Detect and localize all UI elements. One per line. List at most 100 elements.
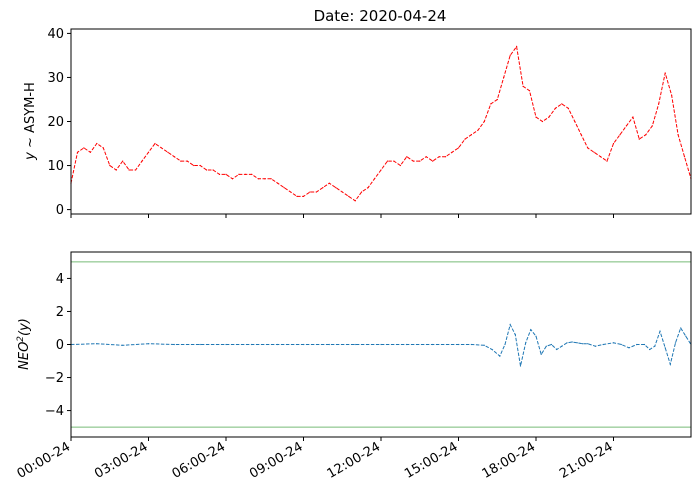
top-data-point [225, 173, 227, 175]
top-data-point [348, 195, 350, 197]
bottom-y-axis-label-base: NEO [17, 342, 32, 370]
top-data-point [593, 151, 595, 153]
top-data-point [561, 103, 563, 105]
top-data-point [283, 187, 285, 189]
bottom-data-point [199, 343, 201, 346]
top-data-point [354, 200, 356, 202]
top-y-tick-label: 20 [47, 115, 64, 130]
bottom-data-point [628, 347, 630, 349]
top-data-point [632, 116, 634, 118]
top-data-point [199, 164, 201, 167]
bottom-data-point [685, 335, 687, 337]
bottom-data-point [470, 343, 472, 346]
top-data-point [290, 191, 292, 193]
top-data-point [619, 134, 621, 136]
bottom-y-ticks: −4 −2 0 2 4 [45, 272, 71, 419]
top-data-point [296, 195, 298, 197]
top-data-point [658, 103, 660, 105]
top-data-point [457, 147, 460, 149]
bottom-data-point [277, 343, 279, 346]
top-data-point [373, 178, 376, 180]
top-y-tick-label: 0 [56, 203, 64, 218]
top-data-point [302, 195, 305, 197]
top-data-point [315, 191, 317, 193]
top-data-point [102, 147, 104, 149]
top-data-point [490, 103, 492, 105]
bottom-data-point [680, 327, 682, 329]
top-data-point [671, 94, 673, 96]
top-data-point [76, 151, 79, 153]
top-data-point [528, 90, 531, 92]
top-y-tick-label: 30 [47, 71, 64, 86]
bottom-data-point [509, 324, 511, 326]
asymh-panel: Date: 2020-04-24 0 10 20 30 40 y ~ ASYM-H [23, 7, 692, 218]
bottom-data-point [571, 341, 573, 343]
bottom-data-point [251, 343, 253, 346]
top-data-point [535, 116, 537, 118]
top-data-point [516, 46, 518, 48]
top-data-point [135, 169, 137, 171]
bottom-data-point [499, 355, 501, 357]
top-data-point [367, 187, 369, 189]
top-data-point [406, 156, 408, 158]
bottom-data-point [659, 330, 661, 332]
top-y-axis-label: y ~ ASYM-H [23, 82, 38, 161]
top-data-point [89, 151, 91, 153]
bottom-data-point [432, 343, 434, 346]
top-data-point [96, 142, 98, 145]
top-data-point [264, 178, 266, 180]
threshold-lines [71, 261, 691, 428]
bottom-data-point [654, 345, 656, 347]
top-data-point [677, 134, 679, 136]
top-data-point [419, 160, 421, 162]
bottom-series-line-0 [70, 323, 692, 367]
bottom-data-point [602, 343, 604, 346]
top-data-point [231, 178, 234, 180]
top-data-point [83, 147, 85, 149]
bottom-data-point [556, 348, 558, 351]
bottom-data-point [122, 344, 124, 346]
top-data-point [206, 169, 208, 171]
top-data-point [554, 107, 557, 109]
top-data-point [625, 125, 628, 127]
top-data-point [128, 169, 130, 171]
top-data-point [193, 164, 195, 167]
bottom-data-point [561, 345, 563, 347]
top-data-point [464, 138, 466, 140]
bottom-data-point [540, 353, 542, 355]
bottom-data-point [649, 348, 651, 351]
bottom-data-point [620, 343, 622, 346]
top-data-point [438, 156, 440, 158]
bottom-data-point [643, 343, 646, 346]
top-data-point [432, 160, 434, 162]
top-data-point [122, 160, 124, 162]
top-data-point [645, 134, 647, 136]
bottom-data-point [504, 343, 506, 346]
top-x-ticks [70, 214, 614, 218]
bottom-data-point [576, 342, 578, 344]
bottom-y-tick-label: 2 [56, 305, 64, 320]
top-data-point [309, 191, 311, 193]
bottom-data-point [525, 342, 527, 344]
top-data-point [445, 156, 447, 158]
top-data-point [341, 191, 343, 193]
neo-series [70, 323, 692, 367]
bottom-data-point [457, 343, 460, 346]
top-data-point [380, 169, 382, 171]
top-data-point [173, 156, 175, 158]
bottom-data-point [483, 344, 485, 346]
top-data-point [451, 151, 453, 153]
top-data-point [412, 160, 414, 162]
bottom-data-point [566, 342, 568, 344]
top-data-point [393, 160, 395, 162]
bottom-y-axis-label-sup: 2 [16, 336, 26, 342]
bottom-data-point [530, 329, 532, 331]
bottom-data-point [612, 342, 615, 344]
top-data-point [606, 160, 608, 162]
top-y-ticks: 0 10 20 30 40 [47, 27, 71, 218]
bottom-data-point [594, 345, 597, 347]
top-data-point [167, 151, 169, 153]
top-y-axis-label-rest: ~ ASYM-H [23, 82, 38, 152]
top-data-point [612, 142, 615, 145]
